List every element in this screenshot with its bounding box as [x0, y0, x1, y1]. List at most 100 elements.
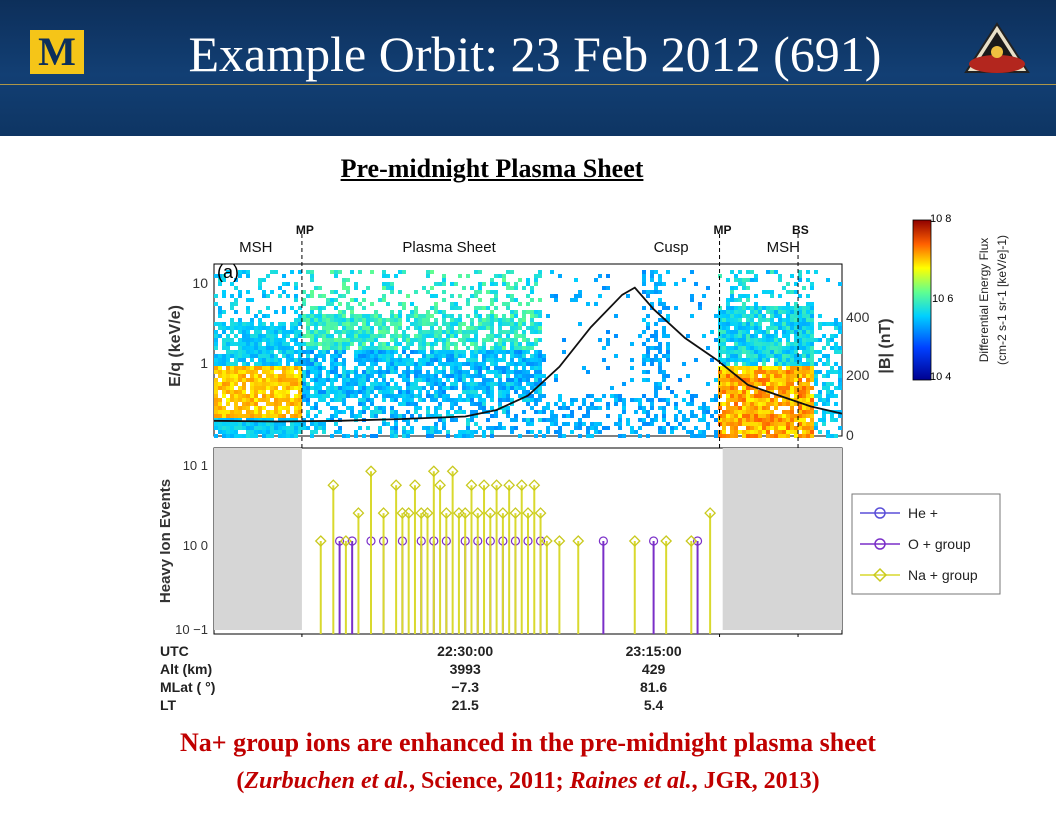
- spectrogram-cell: [238, 322, 242, 326]
- spectrogram-cell: [666, 358, 670, 362]
- spectrogram-cell: [542, 434, 546, 438]
- spectrogram-cell: [562, 406, 566, 410]
- spectrogram-cell: [342, 398, 346, 402]
- spectrogram-cell: [782, 286, 786, 290]
- spectrogram-cell: [230, 354, 234, 358]
- spectrogram-cell: [530, 362, 534, 366]
- spectrogram-cell: [506, 374, 510, 378]
- spectrogram-cell: [594, 278, 598, 282]
- spectrogram-cell: [286, 330, 290, 334]
- spectrogram-cell: [662, 414, 666, 418]
- spectrogram-cell: [750, 410, 754, 414]
- spectrogram-cell: [434, 414, 438, 418]
- spectrogram-cell: [302, 394, 306, 398]
- spectrogram-cell: [762, 342, 766, 346]
- spectrogram-cell: [322, 346, 326, 350]
- spectrogram-cell: [358, 386, 362, 390]
- spectrogram-cell: [666, 346, 670, 350]
- spectrogram-cell: [786, 414, 790, 418]
- spectrogram-cell: [598, 274, 602, 278]
- spectrogram-cell: [758, 430, 762, 434]
- spectrogram-cell: [838, 282, 842, 286]
- spectrogram-cell: [362, 326, 366, 330]
- spectrogram-cell: [254, 334, 258, 338]
- spectrogram-cell: [806, 434, 810, 438]
- spectrogram-cell: [218, 374, 222, 378]
- spectrogram-cell: [390, 322, 394, 326]
- spectrogram-cell: [834, 370, 838, 374]
- spectrogram-cell: [794, 290, 798, 294]
- spectrogram-cell: [382, 274, 386, 278]
- spectrogram-cell: [370, 398, 374, 402]
- spectrogram-cell: [658, 346, 662, 350]
- spectrogram-cell: [750, 326, 754, 330]
- spectrogram-cell: [766, 290, 770, 294]
- spectrogram-cell: [346, 278, 350, 282]
- spectrogram-cell: [494, 366, 498, 370]
- spectrogram-cell: [450, 398, 454, 402]
- spectrogram-cell: [278, 326, 282, 330]
- spectrogram-cell: [334, 430, 338, 434]
- spectrogram-cell: [242, 322, 246, 326]
- spectrogram-cell: [658, 406, 662, 410]
- spectrogram-cell: [506, 366, 510, 370]
- spectrogram-cell: [790, 330, 794, 334]
- spectrogram-cell: [222, 338, 226, 342]
- spectrogram-cell: [778, 374, 782, 378]
- spectrogram-cell: [822, 422, 826, 426]
- spectrogram-cell: [286, 398, 290, 402]
- spectrogram-cell: [450, 322, 454, 326]
- spectrogram-cell: [790, 362, 794, 366]
- spectrogram-cell: [246, 418, 250, 422]
- spectrogram-cell: [262, 394, 266, 398]
- spectrogram-cell: [762, 398, 766, 402]
- spectrogram-cell: [378, 410, 382, 414]
- spectrogram-cell: [746, 378, 750, 382]
- spectrogram-cell: [214, 346, 218, 350]
- spectrogram-cell: [726, 298, 730, 302]
- spectrogram-cell: [758, 342, 762, 346]
- spectrogram-cell: [786, 362, 790, 366]
- spectrogram-cell: [542, 410, 546, 414]
- spectrogram-cell: [390, 414, 394, 418]
- spectrogram-cell: [722, 430, 726, 434]
- spectrogram-cell: [270, 402, 274, 406]
- na-event-marker: [465, 479, 478, 492]
- spectrogram-cell: [258, 422, 262, 426]
- spectrogram-cell: [734, 334, 738, 338]
- spectrogram-cell: [774, 394, 778, 398]
- spectrogram-cell: [490, 430, 494, 434]
- spectrogram-cell: [502, 370, 506, 374]
- spectrogram-cell: [382, 378, 386, 382]
- spectrogram-cell: [378, 358, 382, 362]
- spectrogram-cell: [838, 346, 842, 350]
- spectrogram-cell: [282, 406, 286, 410]
- spectrogram-cell: [806, 326, 810, 330]
- spectrogram-cell: [386, 354, 390, 358]
- spectrogram-cell: [362, 370, 366, 374]
- spectrogram-cell: [230, 318, 234, 322]
- spectrogram-cell: [474, 390, 478, 394]
- spectrogram-cell: [534, 326, 538, 330]
- spectrogram-cell: [734, 414, 738, 418]
- spectrogram-cell: [262, 390, 266, 394]
- spectrogram-cell: [418, 338, 422, 342]
- spectrogram-cell: [314, 386, 318, 390]
- spectrogram-cell: [638, 426, 642, 430]
- spectrogram-cell: [734, 378, 738, 382]
- spectrogram-cell: [450, 402, 454, 406]
- spectrogram-cell: [294, 298, 298, 302]
- spectrogram-cell: [758, 326, 762, 330]
- spectrogram-cell: [466, 426, 470, 430]
- spectrogram-cell: [346, 378, 350, 382]
- spectrogram-cell: [262, 430, 266, 434]
- spectrogram-cell: [726, 338, 730, 342]
- spectrogram-cell: [326, 318, 330, 322]
- spectrogram-cell: [810, 378, 814, 382]
- spectrogram-cell: [414, 326, 418, 330]
- spectrogram-cell: [226, 358, 230, 362]
- spectrogram-cell: [290, 414, 294, 418]
- spectrogram-cell: [246, 330, 250, 334]
- spectrogram-cell: [814, 350, 818, 354]
- spectrogram-cell: [806, 330, 810, 334]
